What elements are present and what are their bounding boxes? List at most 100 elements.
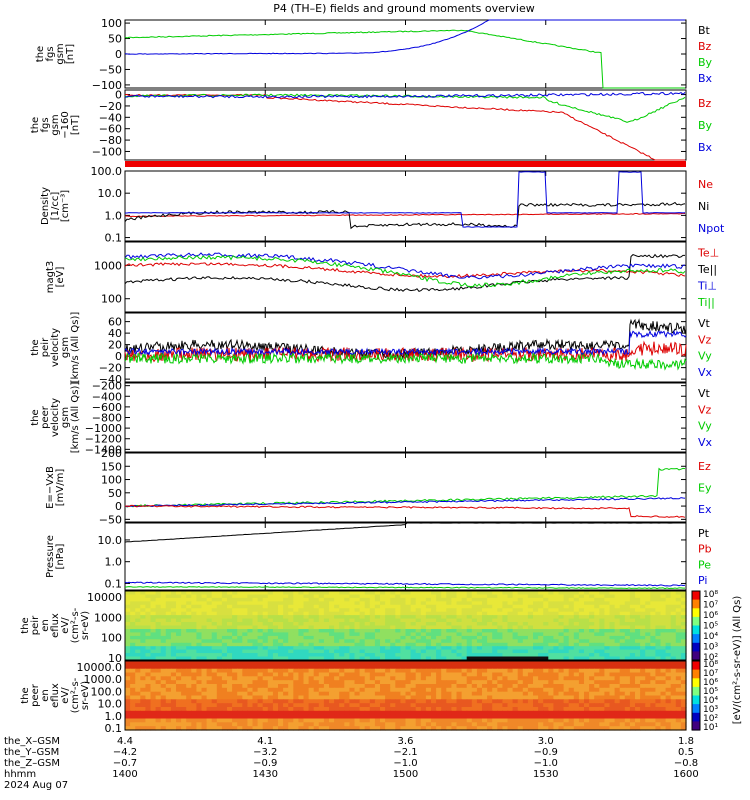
spectrogram-cell [221, 646, 228, 651]
spectrogram-cell [298, 668, 305, 674]
spectrogram-cell [170, 703, 177, 708]
spectrogram-cell [160, 684, 167, 689]
spectrogram-cell [262, 618, 269, 623]
spectrogram-cell [471, 642, 478, 647]
spectrogram-cell [160, 668, 167, 674]
spectrogram-cell [237, 591, 243, 595]
spectrogram-cell [267, 722, 274, 727]
spectrogram-cell [563, 646, 570, 651]
spectrogram-cell [604, 707, 611, 712]
spectrogram-cell [548, 664, 554, 670]
spectrogram-cell [609, 680, 616, 685]
spectrogram-cell [553, 639, 560, 644]
spectrogram-cell [609, 642, 616, 647]
spectrogram-cell [181, 691, 187, 697]
spectrogram-cell [578, 635, 585, 640]
spectrogram-cell [364, 618, 371, 623]
spectrogram-cell [451, 639, 458, 644]
x-tick-label: 0.5 [678, 747, 694, 758]
spectrogram-cell [400, 676, 407, 681]
spectrogram-cell [461, 615, 468, 620]
spectrogram-cell [288, 676, 294, 681]
spectrogram-cell [578, 622, 585, 626]
spectrogram-cell [517, 591, 524, 595]
spectrogram-cell [339, 668, 345, 674]
spectrogram-cell [227, 703, 233, 708]
spectrogram-cell [502, 622, 509, 626]
spectrogram-cell [502, 601, 509, 606]
spectrogram-cell [410, 608, 417, 613]
spectrogram-cell [344, 718, 350, 723]
spectrogram-cell [604, 639, 611, 644]
legend-entry: Vx [698, 366, 713, 379]
spectrogram-cell [451, 710, 458, 716]
spectrogram-cell [573, 661, 580, 666]
spectrogram-cell [262, 615, 269, 620]
spectrogram-cell [252, 684, 259, 689]
spectrogram-cell [354, 611, 361, 616]
spectrogram-cell [629, 642, 636, 647]
spectrogram-cell [497, 597, 503, 602]
spectrogram-cell [395, 680, 401, 685]
spectrogram-cell [354, 656, 361, 661]
panel-frame [124, 382, 687, 453]
spectrogram-cell [318, 632, 325, 637]
spectrogram-cell [385, 608, 391, 613]
spectrogram-cell [165, 597, 172, 602]
spectrogram-cell [568, 656, 575, 661]
spectrogram-cell [609, 632, 616, 637]
spectrogram-cell [176, 608, 182, 613]
spectrogram-cell [140, 703, 146, 708]
spectrogram-cell [318, 726, 325, 731]
spectrogram-cell [165, 691, 172, 697]
spectrogram-cell [436, 597, 442, 602]
spectrogram-cell [160, 695, 167, 700]
spectrogram-cell [181, 710, 187, 716]
spectrogram-cell [380, 722, 386, 727]
x-row-label: hhmm [4, 769, 36, 780]
spectrogram-cell [176, 687, 182, 693]
x-tick-label: 4.4 [117, 736, 133, 747]
spectrogram-cell [629, 618, 636, 623]
spectrogram-cell [242, 608, 248, 613]
spectrogram-cell [512, 632, 519, 637]
spectrogram-cell [135, 691, 141, 697]
legend-entry: Npot [698, 222, 725, 235]
spectrogram-cell [329, 632, 335, 637]
spectrogram-cell [410, 597, 417, 602]
spectrogram-cell [364, 695, 371, 700]
spectrogram-cell [232, 604, 238, 609]
spectrogram-cell [359, 676, 366, 681]
colorbar-tick-label: 10² [703, 714, 718, 724]
spectrogram-cell [201, 680, 208, 685]
spectrogram-cell [400, 661, 407, 666]
spectrogram-cell [584, 649, 590, 654]
spectrogram-cell [538, 597, 544, 602]
spectrogram-cell [660, 615, 667, 620]
spectrogram-cell [125, 664, 131, 670]
spectrogram-cell [589, 629, 595, 633]
spectrogram-cell [660, 661, 667, 666]
spectrogram-cell [527, 591, 534, 595]
spectrogram-cell [614, 604, 621, 609]
spectrogram-cell [272, 642, 279, 647]
spectrogram-cell [165, 601, 172, 606]
spectrogram-cell [206, 661, 213, 666]
spectrogram-cell [262, 722, 269, 727]
spectrogram-cell [405, 649, 412, 654]
spectrogram-cell [436, 722, 442, 727]
spectrogram-cell [563, 664, 570, 670]
spectrogram-cell [456, 710, 463, 716]
spectrogram-cell [441, 710, 447, 716]
spectrogram-cell [339, 703, 345, 708]
spectrogram-cell [359, 639, 366, 644]
spectrogram-cell [262, 656, 269, 661]
spectrogram-cell [645, 622, 651, 626]
spectrogram-cell [609, 639, 616, 644]
y-axis-label: en [40, 619, 51, 632]
spectrogram-cell [247, 695, 254, 700]
spectrogram-cell [354, 594, 361, 599]
spectrogram-cell [211, 632, 218, 637]
spectrogram-cell [584, 695, 590, 700]
